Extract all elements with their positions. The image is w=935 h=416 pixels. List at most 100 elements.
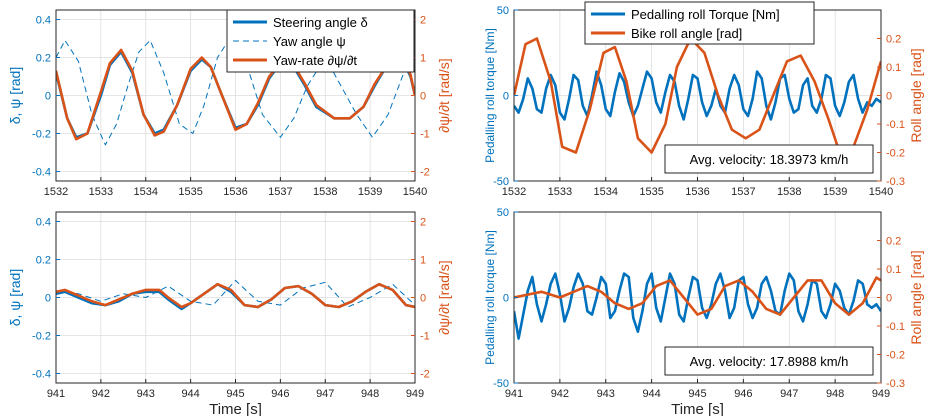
series-line-2 [56, 282, 415, 309]
legend-label-torque: Pedalling roll Torque [Nm] [631, 7, 780, 22]
ticks: 941 942 943 944 945 946 947 948 949 50 0 -50 0.2 0.1 0… [493, 207, 905, 400]
y-tick-label-right: -0.2 [886, 350, 905, 362]
legend-label-roll: Bike roll angle [rad] [631, 26, 742, 41]
y-tick-label-left: -0.2 [32, 331, 51, 343]
series-line-1 [56, 279, 415, 308]
y-tick-label-right: -2 [420, 369, 430, 381]
y-tick-label-right: -0.3 [886, 176, 905, 188]
y-tick-label-left: 0 [45, 293, 51, 305]
x-tick-label: 948 [361, 388, 379, 400]
x-tick-label: 1534 [594, 186, 618, 198]
x-tick-label: 945 [226, 388, 244, 400]
y-tick-label-left: 0.4 [36, 15, 51, 27]
annotation-box [664, 144, 874, 174]
y-tick-label-right: 0.1 [886, 264, 901, 276]
panel-torque-top: 1532 1533 1534 1535 1536 1537 1538 1539 1540 50 0 -… [483, 1, 924, 198]
y-tick-label-left: 0 [503, 91, 509, 103]
y-axis-label-left: Pedalling roll torque [Nm] [483, 230, 497, 365]
x-tick-label: 945 [688, 388, 706, 400]
y-tick-label-right: 0.2 [886, 236, 901, 248]
y-axis-label-right: ∂ψ/∂t [rad/s] [436, 260, 452, 334]
panel-steering-bottom: 941 942 943 944 945 946 947 948 949 0.4 0.2 0 -0.2 -0… [7, 211, 452, 416]
legend: Pedalling roll Torque [Nm] Bike roll ang… [584, 1, 815, 45]
legend-label-yaw-rate: Yaw-rate ∂ψ/∂t [273, 53, 357, 68]
y-axis-label-right: Roll angle [rad] [908, 48, 924, 142]
x-tick-label: 1534 [134, 186, 158, 198]
x-tick-label: 946 [271, 388, 289, 400]
x-tick-label: 1537 [268, 186, 292, 198]
x-tick-label: 944 [181, 388, 199, 400]
x-tick-label: 1538 [777, 186, 801, 198]
x-tick-label: 942 [551, 388, 569, 400]
y-tick-label-right: 2 [420, 15, 426, 27]
x-tick-label: 947 [780, 388, 798, 400]
x-tick-label: 1540 [869, 186, 893, 198]
x-tick-label: 1533 [89, 186, 113, 198]
x-tick-label: 949 [872, 388, 890, 400]
y-tick-label-right: -0.1 [886, 119, 905, 131]
x-tick-label: 1537 [731, 186, 755, 198]
y-tick-label-right: 1 [420, 53, 426, 65]
series-line-0 [514, 70, 881, 121]
annotation-box [664, 346, 874, 376]
y-tick-label-right: 1 [420, 255, 426, 267]
x-tick-label: 947 [316, 388, 334, 400]
y-tick-label-right: -0.3 [886, 378, 905, 390]
y-tick-label-left: 0 [45, 91, 51, 103]
y-tick-label-right: 0 [886, 91, 892, 103]
y-tick-label-left: -50 [493, 176, 509, 188]
legend: Steering angle δ Yaw angle ψ Yaw-rate ∂ψ… [226, 9, 415, 73]
y-tick-label-left: 50 [497, 5, 509, 17]
y-tick-label-left: -0.4 [32, 167, 51, 179]
annotation: Avg. velocity: 18.3973 km/h [664, 144, 874, 174]
y-tick-label-left: 0.2 [36, 255, 51, 267]
annotation: Avg. velocity: 17.8988 km/h [664, 346, 874, 376]
x-tick-label: 1533 [548, 186, 572, 198]
legend-box [584, 1, 815, 45]
ticks: 1532 1533 1534 1535 1536 1537 1538 1539 1540 50 0 -… [493, 5, 905, 198]
x-tick-label: 1539 [358, 186, 382, 198]
y-tick-label-left: 50 [497, 207, 509, 219]
y-tick-label-right: -0.2 [886, 148, 905, 160]
x-tick-label: 942 [92, 388, 110, 400]
y-tick-label-left: -0.4 [32, 369, 51, 381]
y-axis-label-right: Roll angle [rad] [908, 250, 924, 344]
y-tick-label-right: -1 [420, 331, 430, 343]
y-axis-label-left: δ, ψ [rad] [7, 269, 23, 326]
x-tick-label: 949 [406, 388, 424, 400]
y-tick-label-right: 0.2 [886, 34, 901, 46]
y-tick-label-left: -0.2 [32, 129, 51, 141]
plot-lines [56, 279, 415, 311]
panel-steering-top: 1532 1533 1534 1535 1536 1537 1538 1539 1540 0.4 0… [7, 9, 452, 199]
x-tick-label: 948 [826, 388, 844, 400]
legend-label-yaw: Yaw angle ψ [273, 34, 346, 49]
x-tick-label: 1538 [313, 186, 337, 198]
y-axis-label-left: δ, ψ [rad] [7, 67, 23, 124]
x-tick-label: 1535 [639, 186, 663, 198]
y-axis-label-left: Pedalling roll torque [Nm] [483, 28, 497, 163]
plot-lines [514, 272, 881, 340]
y-tick-label-right: -1 [420, 129, 430, 141]
ticks: 1532 1533 1534 1535 1536 1537 1538 1539 1540 0.4 0… [32, 15, 430, 199]
annotation-text: Avg. velocity: 18.3973 km/h [690, 152, 849, 167]
y-tick-label-right: 0 [420, 293, 426, 305]
y-tick-label-right: -0.1 [886, 321, 905, 333]
x-tick-label: 1532 [502, 186, 526, 198]
series-line-1 [514, 276, 881, 316]
x-tick-label: 1535 [178, 186, 202, 198]
panel-torque-bottom: 941 942 943 944 945 946 947 948 949 50 0 -50 0.2 0.1 0… [483, 207, 924, 416]
series-line-0 [514, 272, 881, 340]
x-tick-label: 1536 [223, 186, 247, 198]
plot-lines [56, 30, 415, 146]
ticks: 941 942 943 944 945 946 947 948 949 0.4 0.2 0 -0.2 -0… [32, 217, 430, 401]
x-tick-label: 944 [642, 388, 660, 400]
x-tick-label: 941 [505, 388, 523, 400]
y-tick-label-right: 0 [886, 293, 892, 305]
y-tick-label-right: 0.1 [886, 62, 901, 74]
y-tick-label-right: 0 [420, 91, 426, 103]
legend-label-steering: Steering angle δ [273, 15, 368, 30]
x-tick-label: 1532 [44, 186, 68, 198]
y-tick-label-left: 0 [503, 293, 509, 305]
x-axis-label: Time [s] [209, 401, 262, 416]
x-tick-label: 943 [137, 388, 155, 400]
